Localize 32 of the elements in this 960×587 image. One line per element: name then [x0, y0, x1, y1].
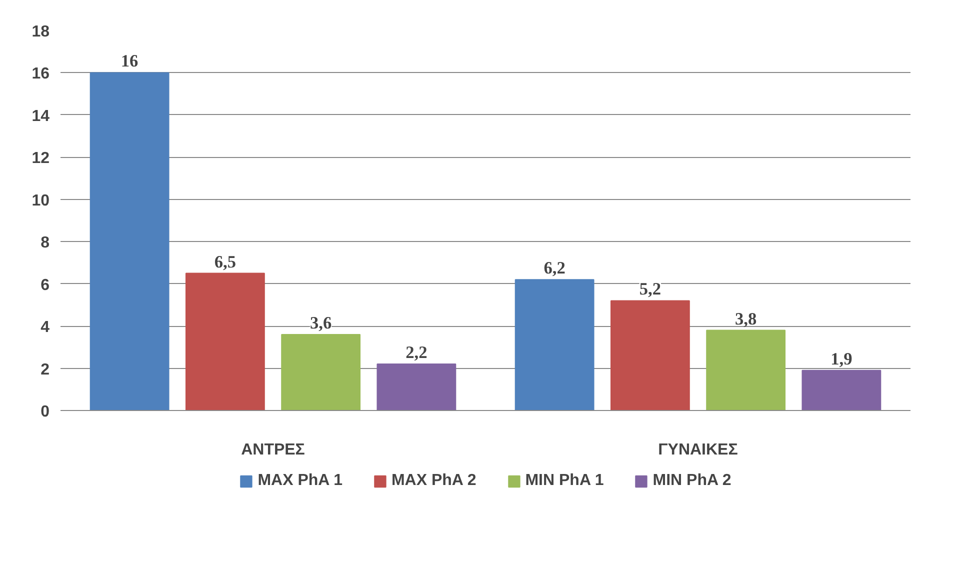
legend-label: MIN PhA 1 [525, 472, 604, 490]
bar [281, 334, 361, 410]
bar [90, 72, 170, 410]
y-tick-label: 12 [32, 150, 50, 168]
x-tick-label: ΓΥΝΑΙΚΕΣ [658, 442, 738, 458]
data-label: 3,8 [734, 309, 757, 328]
bar [610, 300, 690, 410]
data-label: 6,5 [214, 252, 236, 272]
bar [376, 364, 456, 410]
legend-label: MAX PhA 1 [258, 472, 342, 490]
y-tick-label: 8 [40, 234, 50, 252]
y-tick-label: 2 [40, 361, 50, 378]
bar [514, 279, 594, 410]
y-tick-label: 16 [32, 66, 50, 83]
y-tick-label: 18 [32, 24, 50, 40]
y-tick-label: 4 [40, 319, 50, 336]
x-tick-label: ΑΝΤΡΕΣ [241, 442, 306, 458]
y-tick-label: 10 [32, 192, 50, 210]
bar [185, 272, 265, 410]
legend-label: MIN PhA 2 [652, 472, 732, 490]
data-label: 2,2 [406, 343, 428, 362]
data-label: 1,9 [830, 349, 853, 368]
bar [706, 330, 786, 410]
data-label: 5,2 [639, 280, 662, 299]
data-label: 16 [120, 52, 139, 71]
data-label: 3,6 [310, 314, 332, 332]
y-tick-label: 6 [40, 276, 50, 294]
y-tick-label: 14 [32, 108, 50, 125]
bar [802, 370, 882, 410]
data-label: 6,2 [544, 258, 566, 278]
legend-label: MAX PhA 2 [391, 472, 476, 490]
y-tick-label: 0 [40, 404, 50, 420]
